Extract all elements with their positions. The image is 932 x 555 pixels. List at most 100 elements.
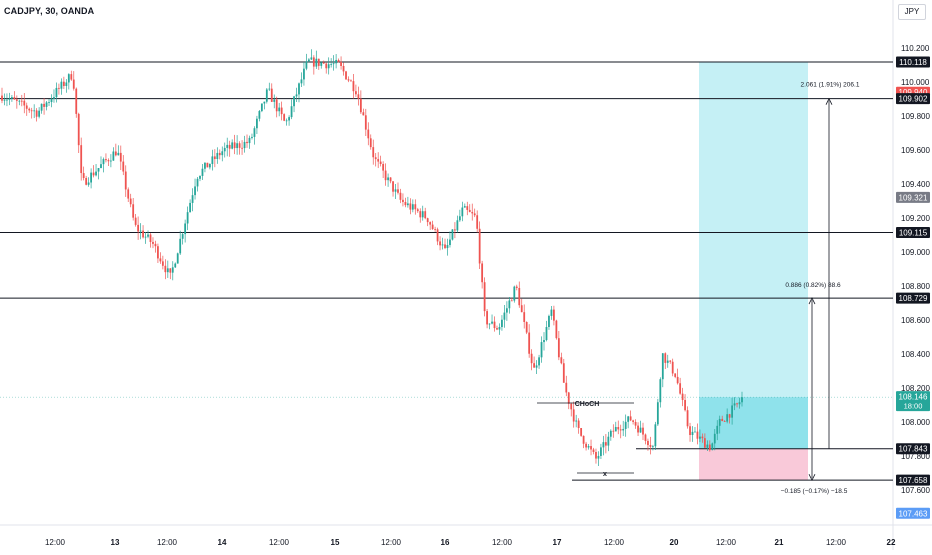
candle-body bbox=[540, 342, 543, 358]
candle-body bbox=[139, 230, 142, 232]
candle-body bbox=[90, 172, 92, 183]
candle bbox=[553, 305, 555, 326]
candle bbox=[409, 198, 412, 215]
price-badge-value: 109.902 bbox=[899, 95, 928, 104]
candle bbox=[372, 139, 375, 165]
candle bbox=[713, 429, 716, 451]
candle bbox=[35, 108, 38, 122]
candle bbox=[711, 442, 714, 451]
candle bbox=[654, 421, 657, 450]
candle bbox=[159, 252, 162, 264]
candle-body bbox=[236, 143, 239, 149]
candle bbox=[431, 220, 434, 230]
candle bbox=[436, 227, 439, 246]
currency-badge[interactable]: JPY bbox=[898, 4, 926, 20]
candle-body bbox=[246, 141, 248, 144]
candle bbox=[600, 443, 602, 460]
y-tick-label: 108.600 bbox=[901, 316, 930, 325]
candle bbox=[241, 140, 243, 155]
candle bbox=[691, 426, 694, 442]
candle bbox=[342, 62, 345, 76]
candle-body bbox=[463, 206, 466, 208]
candle bbox=[102, 157, 105, 173]
candle bbox=[384, 163, 387, 186]
candle-body bbox=[738, 402, 741, 405]
candle bbox=[3, 93, 6, 106]
candle-body bbox=[335, 59, 338, 64]
candle-body bbox=[414, 204, 417, 210]
candle-body bbox=[288, 117, 290, 121]
candle-body bbox=[577, 420, 580, 429]
candle-body bbox=[389, 177, 392, 182]
candle-body bbox=[270, 88, 273, 102]
candle-body bbox=[488, 323, 491, 325]
candle bbox=[585, 441, 587, 451]
candle bbox=[112, 147, 115, 161]
candle bbox=[543, 332, 545, 351]
candle-body bbox=[241, 147, 243, 149]
price-badge: 109.115 bbox=[896, 226, 930, 238]
candle-body bbox=[186, 212, 189, 224]
candle bbox=[463, 203, 466, 208]
price-badge-value: 108.146 bbox=[899, 393, 928, 402]
candle bbox=[694, 427, 696, 433]
candle bbox=[416, 207, 419, 213]
candle bbox=[320, 61, 323, 69]
candle bbox=[186, 206, 189, 231]
candle bbox=[332, 55, 335, 71]
candle bbox=[161, 255, 164, 270]
candle-body bbox=[708, 444, 711, 451]
candle-body bbox=[609, 430, 612, 437]
candle bbox=[560, 352, 563, 365]
candle bbox=[8, 92, 11, 106]
candle-body bbox=[543, 340, 545, 343]
price-badge: 107.463 bbox=[896, 507, 930, 519]
candle bbox=[607, 431, 610, 452]
target1-arrowhead bbox=[808, 297, 816, 305]
candle bbox=[310, 49, 313, 60]
candle bbox=[647, 438, 649, 451]
candle bbox=[639, 420, 642, 433]
candle-body bbox=[647, 440, 649, 446]
candle bbox=[1, 87, 3, 104]
candle-body bbox=[256, 118, 258, 129]
candle-body bbox=[48, 102, 50, 103]
candle-body bbox=[614, 427, 617, 432]
x-tick-label: 12:00 bbox=[604, 538, 625, 547]
candle-body bbox=[142, 230, 144, 238]
candle bbox=[48, 98, 50, 107]
candle-body bbox=[696, 431, 699, 439]
candle bbox=[656, 398, 659, 427]
candle bbox=[528, 324, 531, 358]
candle bbox=[65, 79, 68, 93]
candle-body bbox=[80, 145, 83, 174]
candle bbox=[206, 162, 209, 168]
candle bbox=[191, 188, 194, 212]
candle-body bbox=[436, 229, 439, 242]
candle bbox=[402, 193, 404, 207]
candle bbox=[362, 108, 365, 116]
candle bbox=[555, 319, 558, 340]
candle bbox=[176, 252, 179, 264]
candle bbox=[273, 94, 276, 109]
candle-body bbox=[439, 241, 441, 246]
candle bbox=[444, 238, 446, 250]
candle-body bbox=[374, 157, 377, 160]
candle bbox=[530, 349, 533, 371]
candle-body bbox=[446, 245, 449, 249]
candle-body bbox=[424, 211, 427, 219]
candle-body bbox=[681, 393, 684, 400]
candle-body bbox=[295, 94, 298, 97]
candle bbox=[298, 82, 300, 103]
candle bbox=[122, 155, 125, 176]
candle bbox=[674, 373, 677, 379]
candle bbox=[300, 72, 303, 87]
candle-body bbox=[567, 392, 570, 404]
candle bbox=[545, 320, 548, 342]
candle bbox=[699, 429, 701, 443]
candle bbox=[199, 175, 201, 182]
candle-body bbox=[307, 59, 310, 62]
candle-body bbox=[221, 151, 224, 156]
